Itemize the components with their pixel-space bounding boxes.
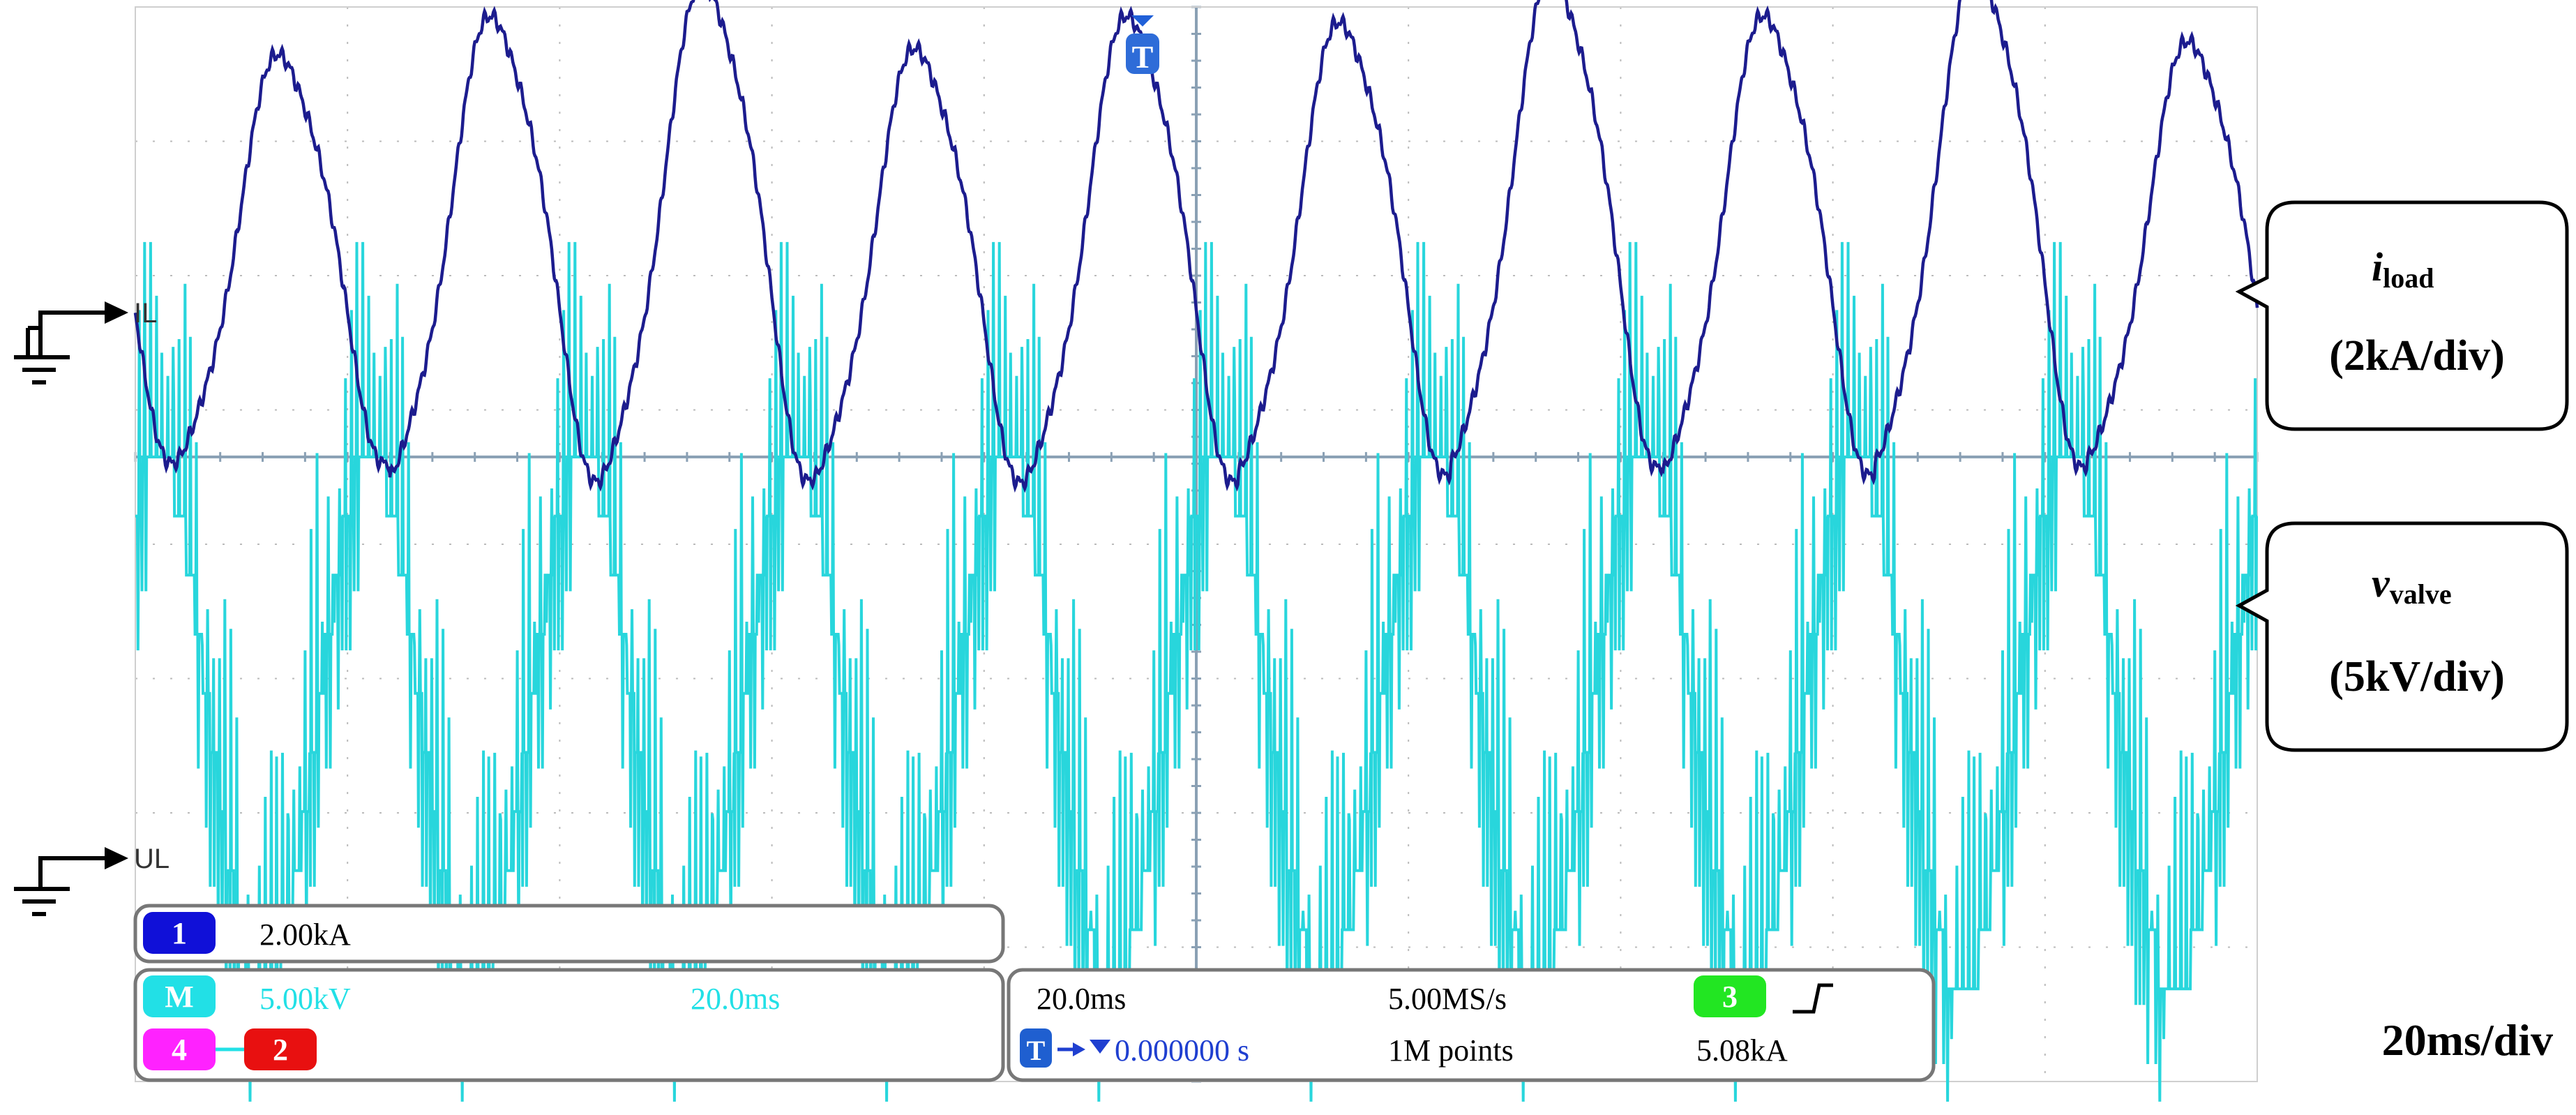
ground-icon	[14, 856, 105, 916]
sample-rate-value: 5.00MS/s	[1388, 982, 1507, 1016]
trigger-badge-label: T	[1132, 39, 1154, 75]
trigger-position-value: 0.000000 s	[1115, 1033, 1249, 1068]
ch1-badge	[143, 912, 216, 954]
callout-valve-voltage: vvalve (5kV/div)	[2235, 521, 2569, 752]
ch2-badge	[244, 1028, 317, 1070]
ch3-badge-label: 3	[1722, 980, 1738, 1014]
ground-label-il: IL	[134, 298, 157, 329]
info-box-frame	[133, 904, 1005, 964]
ch1-badge-label: 1	[172, 916, 187, 950]
timebase-value: 20.0ms	[1037, 982, 1126, 1016]
trigger-level-value: 5.08kA	[1696, 1033, 1788, 1068]
trigger-down-icon	[1090, 1040, 1110, 1054]
rising-edge-icon	[1793, 983, 1833, 1014]
callout-symbol: iload	[2372, 244, 2434, 294]
arrow-right-head-icon	[1073, 1042, 1085, 1056]
ch4-badge-label: 4	[172, 1033, 187, 1067]
ground-icon	[14, 310, 105, 384]
ch4-badge	[143, 1028, 216, 1070]
trigger-badge	[1126, 33, 1159, 74]
trigger-marker: T	[1126, 15, 1159, 75]
trace-valve-voltage	[135, 241, 2258, 1102]
trigger-arrow	[1131, 15, 1154, 27]
callout-load-current: iload (2kA/div)	[2235, 200, 2569, 431]
callout-subscript: load	[2383, 262, 2434, 294]
ch2-badge-label: 2	[273, 1033, 288, 1067]
info-box-frame	[133, 968, 1005, 1082]
ground-marker-il: IL	[14, 298, 157, 384]
acquisition-info-box: 20.0ms 5.00MS/s 3 T 0.000000 s 1M points…	[1007, 968, 1936, 1082]
ground-arrow-icon	[105, 847, 128, 869]
trigger-position-icon-label: T	[1027, 1035, 1046, 1066]
ch1-scale-value: 2.00kA	[259, 918, 351, 952]
callout-symbol: vvalve	[2372, 560, 2452, 610]
callout-scale: (2kA/div)	[2329, 332, 2504, 380]
ground-arrow-icon	[105, 301, 128, 324]
callout-subscript: valve	[2390, 578, 2452, 610]
callout-scale: (5kV/div)	[2329, 653, 2504, 701]
trace-load-current	[133, 0, 2259, 493]
record-length-value: 1M points	[1388, 1033, 1514, 1068]
math-badge-label: M	[165, 980, 194, 1014]
math-badge	[143, 975, 216, 1017]
time-per-div-label: 20ms/div	[2382, 1015, 2553, 1065]
callout-bubble	[2235, 521, 2569, 752]
math-scale-value: 5.00kV	[259, 982, 351, 1016]
ch3-badge	[1694, 975, 1766, 1017]
channel1-info-box: 1 2.00kA	[133, 904, 1005, 964]
trigger-position-icon	[1020, 1028, 1052, 1068]
math-time-value: 20.0ms	[691, 982, 780, 1016]
callout-bubble	[2235, 200, 2569, 431]
math-info-box: M 5.00kV 20.0ms 4 2	[133, 968, 1005, 1082]
ground-marker-ul: UL	[14, 844, 170, 916]
ground-label-ul: UL	[134, 844, 170, 874]
